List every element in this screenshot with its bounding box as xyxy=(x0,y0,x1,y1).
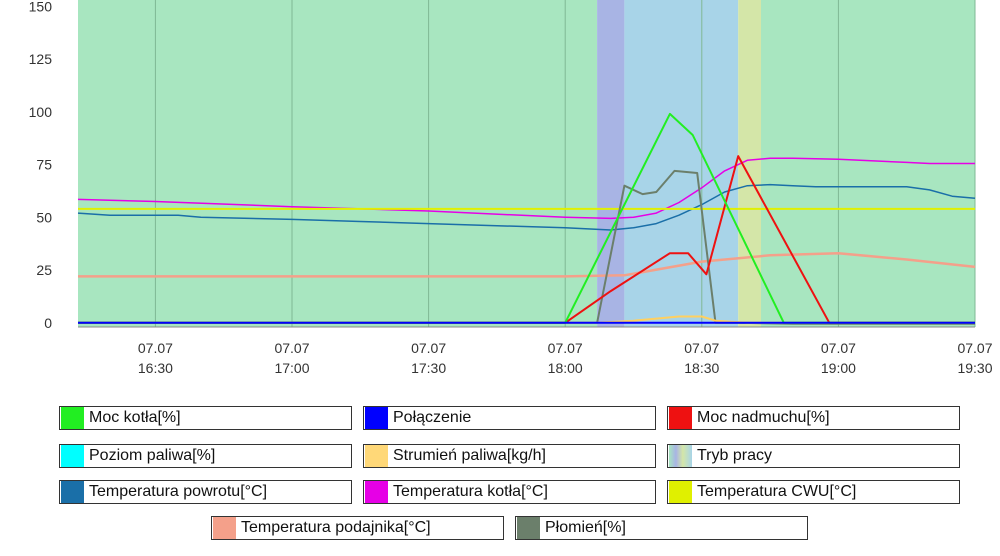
legend-label: Temperatura podajnika[°C] xyxy=(241,519,431,536)
legend-swatch xyxy=(61,445,84,467)
y-tick-label: 150 xyxy=(29,0,53,14)
legend-swatch xyxy=(365,445,388,467)
x-tick-time: 17:00 xyxy=(274,360,309,376)
x-tick-time: 18:30 xyxy=(684,360,719,376)
legend-label: Tryb pracy xyxy=(697,447,772,464)
x-tick-time: 17:30 xyxy=(411,360,446,376)
x-tick-date: 07.07 xyxy=(821,340,856,356)
band-2 xyxy=(624,0,739,327)
x-tick-date: 07.07 xyxy=(957,340,992,356)
y-tick-label: 125 xyxy=(29,51,53,67)
y-axis: 0 25 50 75 100 125 150 xyxy=(29,0,53,331)
y-tick-label: 100 xyxy=(29,104,53,120)
band-3 xyxy=(738,0,761,327)
y-tick-label: 50 xyxy=(36,209,52,225)
legend-swatch xyxy=(669,407,692,429)
legend-item[interactable]: Temperatura CWU[°C] xyxy=(667,480,960,504)
x-axis: 07.07 16:30 07.07 17:00 07.07 17:30 07.07 18:00… xyxy=(78,326,993,376)
legend-item[interactable]: Temperatura powrotu[°C] xyxy=(59,480,352,504)
x-tick-date: 07.07 xyxy=(411,340,446,356)
y-tick-label: 75 xyxy=(36,157,52,173)
legend-label: Temperatura powrotu[°C] xyxy=(89,483,268,500)
legend-label: Strumień paliwa[kg/h] xyxy=(393,447,546,464)
x-tick-date: 07.07 xyxy=(274,340,309,356)
x-tick-time: 19:30 xyxy=(957,360,992,376)
series-line-1 xyxy=(77,183,976,231)
grid-lines xyxy=(154,0,976,327)
x-tick-time: 16:30 xyxy=(138,360,173,376)
x-tick-date: 07.07 xyxy=(684,340,719,356)
x-tick-time: 19:00 xyxy=(821,360,856,376)
legend-label: Moc nadmuchu[%] xyxy=(697,409,830,426)
series-line-0 xyxy=(78,251,976,278)
x-tick-date: 07.07 xyxy=(548,340,583,356)
legend-swatch xyxy=(213,517,236,539)
legend-label: Poziom paliwa[%] xyxy=(89,447,216,464)
series-line-2 xyxy=(77,157,975,220)
tryb-pracy-bands xyxy=(78,0,975,327)
legend-item[interactable]: Połączenie xyxy=(363,406,656,430)
legend-label: Temperatura CWU[°C] xyxy=(697,483,857,500)
band-0 xyxy=(78,0,598,327)
legend-swatch xyxy=(517,517,540,539)
series-lines xyxy=(77,112,976,325)
legend-item[interactable]: Płomień[%] xyxy=(515,516,808,540)
legend-item[interactable]: Strumień paliwa[kg/h] xyxy=(363,444,656,468)
band-1 xyxy=(597,0,625,327)
legend-swatch xyxy=(365,481,388,503)
legend-swatch xyxy=(669,445,692,467)
y-tick-label: 0 xyxy=(44,315,52,331)
legend-item[interactable]: Tryb pracy xyxy=(667,444,960,468)
legend-swatch xyxy=(61,407,84,429)
series-line-6 xyxy=(78,155,975,324)
legend-label: Połączenie xyxy=(393,409,472,426)
legend-item[interactable]: Temperatura podajnika[°C] xyxy=(211,516,504,540)
legend-item[interactable]: Moc kotła[%] xyxy=(59,406,352,430)
legend-swatch xyxy=(61,481,84,503)
legend-label: Płomień[%] xyxy=(545,519,626,536)
legend-label: Moc kotła[%] xyxy=(89,409,181,426)
legend-item[interactable]: Moc nadmuchu[%] xyxy=(667,406,960,430)
x-tick-date: 07.07 xyxy=(138,340,173,356)
x-tick-time: 18:00 xyxy=(548,360,583,376)
y-tick-label: 25 xyxy=(36,262,52,278)
legend-label: Temperatura kotła[°C] xyxy=(393,483,548,500)
legend-swatch xyxy=(365,407,388,429)
legend-item[interactable]: Temperatura kotła[°C] xyxy=(363,480,656,504)
legend-swatch xyxy=(669,481,692,503)
legend-item[interactable]: Poziom paliwa[%] xyxy=(59,444,352,468)
